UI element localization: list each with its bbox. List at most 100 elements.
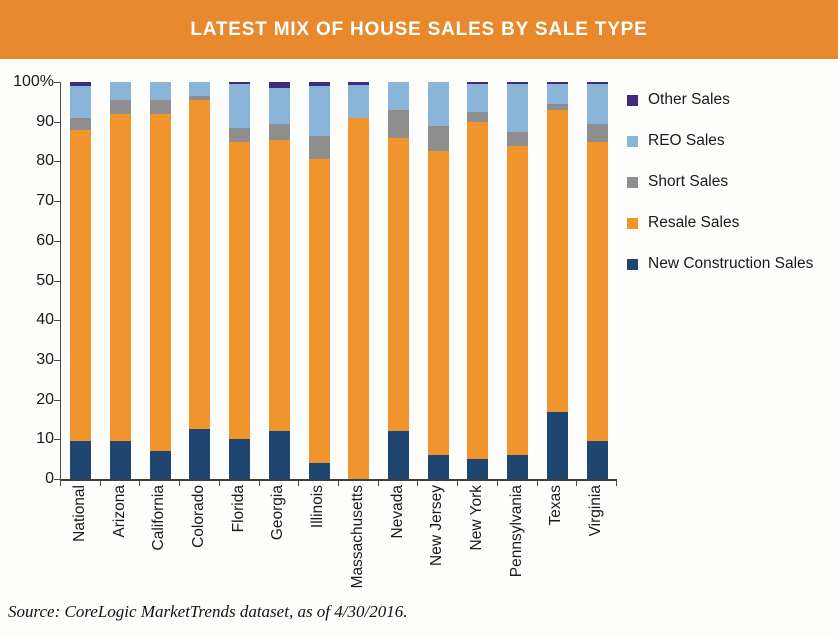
y-axis-label: 80 xyxy=(36,152,54,170)
x-axis-label: California xyxy=(150,485,168,551)
y-axis-label: 0 xyxy=(45,470,54,487)
bar-segment xyxy=(268,431,290,479)
y-axis-label: 20 xyxy=(36,390,54,408)
bar-segment xyxy=(268,82,290,88)
y-axis-tick xyxy=(54,121,60,123)
x-axis-tick xyxy=(377,481,379,486)
bar-segment xyxy=(348,82,370,85)
bar-segment xyxy=(507,145,529,456)
y-axis-tick xyxy=(54,320,60,322)
bar-segment xyxy=(229,439,251,479)
y-axis-label: 30 xyxy=(36,350,54,368)
bar-segment xyxy=(268,123,290,140)
source-note: Source: CoreLogic MarketTrends dataset, … xyxy=(8,602,408,621)
bar-segment xyxy=(110,113,132,442)
bar-segment xyxy=(149,82,171,100)
bar-segment xyxy=(308,463,330,479)
bar-california xyxy=(149,82,171,479)
bar-segment xyxy=(308,82,330,86)
x-axis-label: Arizona xyxy=(110,485,128,538)
y-axis-tick xyxy=(54,399,60,401)
y-axis-tick xyxy=(54,479,60,480)
bar-segment xyxy=(546,82,568,84)
legend-swatch-icon xyxy=(627,217,638,229)
x-axis-tick xyxy=(139,481,141,486)
legend-item: Other Sales xyxy=(627,88,813,112)
bar-segment xyxy=(268,139,290,432)
x-axis-tick xyxy=(60,481,61,486)
x-axis-tick xyxy=(99,481,101,486)
bar-segment xyxy=(388,137,410,432)
x-axis-label: Illinois xyxy=(309,485,327,529)
x-axis-tick xyxy=(576,481,578,486)
x-axis-label: New York xyxy=(467,485,485,551)
bar-segment xyxy=(189,82,211,96)
legend: Other Sales REO Sales Short Sales Resale Sa… xyxy=(627,88,813,293)
x-axis-label: Nevada xyxy=(388,485,406,539)
bar-virginia xyxy=(586,82,608,479)
bar-massachusetts xyxy=(348,82,370,479)
header-band: LATEST MIX OF HOUSE SALES BY SALE TYPE xyxy=(0,0,838,59)
y-axis-label: 60 xyxy=(36,231,54,249)
bar-new-jersey xyxy=(427,82,449,479)
bar-segment xyxy=(229,141,251,440)
legend-item: REO Sales xyxy=(627,129,813,153)
bar-segment xyxy=(229,84,251,128)
bar-segment xyxy=(507,455,529,479)
bar-segment xyxy=(70,117,92,130)
y-axis-label: 50 xyxy=(36,271,54,289)
y-axis-tick xyxy=(54,359,60,361)
x-axis-tick xyxy=(457,481,459,486)
bar-segment xyxy=(427,82,449,126)
bar-national xyxy=(70,82,92,479)
bar-segment xyxy=(467,82,489,85)
bar-texas xyxy=(546,82,568,479)
bar-segment xyxy=(467,121,489,460)
legend-swatch-icon xyxy=(627,258,638,270)
x-axis-tick xyxy=(218,481,220,486)
x-axis-label: New Jersey xyxy=(428,485,446,566)
legend-label: Resale Sales xyxy=(648,214,740,231)
bar-segment xyxy=(507,84,529,132)
bar-segment xyxy=(348,84,370,118)
bar-segment xyxy=(427,125,449,152)
bar-segment xyxy=(467,111,489,122)
legend-label: New Construction Sales xyxy=(648,255,814,272)
x-axis-label: Pennsylvania xyxy=(507,485,525,578)
y-axis-label: 10 xyxy=(36,430,54,448)
plot-area xyxy=(60,82,617,481)
x-axis-label: Texas xyxy=(547,485,565,526)
legend-item: Resale Sales xyxy=(627,211,813,235)
x-axis-label: Georgia xyxy=(269,485,287,541)
bar-segment xyxy=(427,151,449,456)
bar-segment xyxy=(110,82,132,100)
bar-segment xyxy=(546,103,568,110)
bar-segment xyxy=(189,95,211,100)
y-axis-tick xyxy=(54,240,60,242)
bar-new-york xyxy=(467,82,489,479)
bar-segment xyxy=(149,99,171,114)
x-axis-tick xyxy=(496,481,498,486)
x-axis-label: National xyxy=(70,485,88,542)
bar-segment xyxy=(229,127,251,142)
x-axis-tick xyxy=(417,481,419,486)
y-axis-tick xyxy=(54,161,60,163)
bar-segment xyxy=(388,431,410,479)
bar-segment xyxy=(586,82,608,85)
page-title: LATEST MIX OF HOUSE SALES BY SALE TYPE xyxy=(190,18,648,40)
bar-illinois xyxy=(308,82,330,479)
x-axis-label: Massachusetts xyxy=(348,485,366,589)
bar-georgia xyxy=(268,82,290,479)
x-axis-tick xyxy=(179,481,181,486)
bar-segment xyxy=(348,117,370,479)
y-axis-tick xyxy=(54,280,60,282)
bar-segment xyxy=(546,84,568,104)
bar-segment xyxy=(229,82,251,85)
bar-segment xyxy=(110,441,132,479)
bar-colorado xyxy=(189,82,211,479)
bar-segment xyxy=(268,88,290,124)
bar-segment xyxy=(110,99,132,114)
bar-segment xyxy=(586,141,608,442)
legend-item: New Construction Sales xyxy=(627,252,813,276)
